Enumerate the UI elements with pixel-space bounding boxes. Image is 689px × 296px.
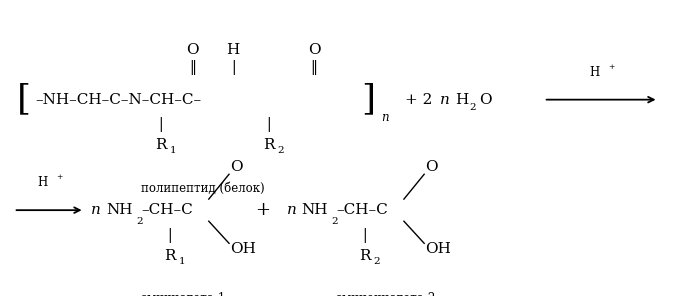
Text: R: R (263, 138, 275, 152)
Text: [: [ (17, 83, 31, 117)
Text: OH: OH (230, 242, 256, 256)
Text: NH: NH (301, 203, 328, 217)
Text: H: H (227, 43, 240, 57)
Text: 2: 2 (278, 146, 285, 155)
Text: 2: 2 (136, 217, 143, 226)
Text: полипептид (белок): полипептид (белок) (141, 181, 265, 194)
Text: n: n (440, 93, 450, 107)
Text: |: | (362, 228, 367, 242)
Text: R: R (359, 249, 371, 263)
Text: H: H (455, 93, 469, 107)
Text: O: O (186, 43, 199, 57)
Text: O: O (230, 160, 243, 174)
Text: –NH–CH–C–N–CH–C–: –NH–CH–C–N–CH–C– (35, 93, 201, 107)
Text: +: + (608, 62, 615, 70)
Text: ‖: ‖ (189, 60, 196, 75)
Text: +: + (256, 201, 270, 219)
Text: O: O (426, 160, 438, 174)
Text: R: R (155, 138, 167, 152)
Text: NH: NH (106, 203, 133, 217)
Text: H: H (589, 65, 599, 78)
Text: 2: 2 (373, 257, 380, 266)
Text: 1: 1 (178, 257, 185, 266)
Text: |: | (158, 117, 163, 132)
Text: n: n (381, 111, 389, 124)
Text: ‖: ‖ (311, 60, 318, 75)
Text: аминокислота-2: аминокислота-2 (335, 292, 435, 296)
Text: OH: OH (426, 242, 451, 256)
Text: + 2: + 2 (405, 93, 433, 107)
Text: O: O (308, 43, 320, 57)
Text: 1: 1 (169, 146, 176, 155)
Text: |: | (231, 60, 236, 75)
Text: H: H (37, 176, 48, 189)
Text: |: | (167, 228, 172, 242)
Text: –CH–C: –CH–C (336, 203, 388, 217)
Text: 2: 2 (469, 103, 476, 112)
Text: |: | (267, 117, 271, 132)
Text: n: n (287, 203, 296, 217)
Text: амикислота-1: амикислота-1 (141, 292, 226, 296)
Text: +: + (56, 173, 63, 181)
Text: –CH–C: –CH–C (141, 203, 193, 217)
Text: n: n (91, 203, 101, 217)
Text: O: O (479, 93, 491, 107)
Text: R: R (164, 249, 176, 263)
Text: ]: ] (361, 83, 376, 117)
Text: 2: 2 (331, 217, 338, 226)
